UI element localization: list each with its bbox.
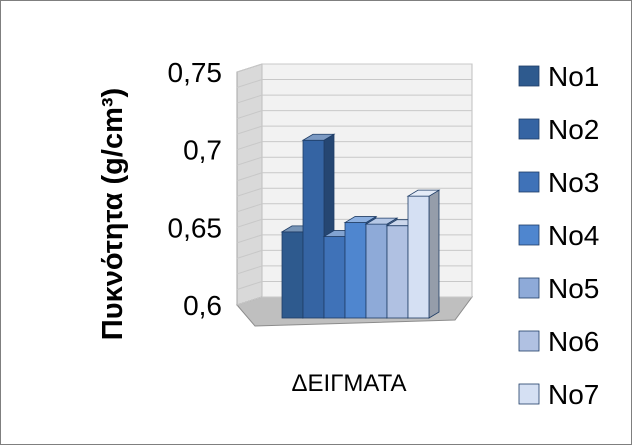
- y-tick-label: 0,6: [183, 290, 222, 321]
- side-gridline: [236, 125, 263, 135]
- side-gridline: [236, 218, 263, 228]
- x-axis-label: ΔΕΙΓΜΑΤΑ: [291, 370, 406, 397]
- side-gridline: [236, 79, 263, 89]
- side-gridline: [236, 141, 263, 151]
- bar-side: [428, 189, 440, 319]
- bar-front: [407, 195, 430, 319]
- bar-top: [343, 216, 378, 223]
- side-gridline: [236, 156, 263, 166]
- legend-swatch: [518, 224, 540, 246]
- y-tick-label: 0,75: [168, 57, 223, 88]
- legend: No1 No2 No3 No4 No5 No6 No7: [518, 61, 599, 410]
- y-tick-label: 0,7: [183, 135, 222, 166]
- legend-label: No3: [548, 167, 599, 198]
- side-gridline: [236, 110, 263, 120]
- legend-label: No1: [548, 61, 599, 92]
- bar-front: [386, 225, 409, 319]
- side-gridline: [236, 187, 263, 197]
- legend-label: No5: [548, 273, 599, 304]
- bar-front: [323, 236, 346, 319]
- side-wall: [236, 63, 263, 306]
- side-gridline: [236, 296, 263, 306]
- bar-top: [364, 217, 399, 225]
- legend-swatch: [518, 65, 540, 87]
- side-gridline: [236, 203, 263, 213]
- legend-label: No4: [548, 220, 599, 251]
- y-tick-label: 0,65: [168, 212, 223, 243]
- side-gridline: [236, 249, 263, 259]
- side-gridline: [236, 63, 263, 73]
- bars: [280, 133, 441, 319]
- legend-swatch: [518, 383, 540, 405]
- side-gridline: [236, 172, 263, 182]
- bar-front: [365, 223, 388, 319]
- legend-swatch: [518, 171, 540, 193]
- bar-front: [344, 222, 367, 319]
- bar-top: [406, 189, 441, 197]
- bar-front: [302, 139, 325, 319]
- side-gridline: [236, 94, 263, 104]
- legend-swatch: [518, 118, 540, 140]
- legend-swatch: [518, 277, 540, 299]
- bar-No7: [406, 189, 441, 319]
- y-axis-label: Πυκνότητα (g/cm³): [97, 88, 129, 340]
- legend-swatch: [518, 330, 540, 352]
- y-tick-labels: 0,6 0,65 0,7 0,75: [168, 57, 223, 321]
- legend-label: No6: [548, 326, 599, 357]
- side-gridline: [236, 234, 263, 244]
- side-gridline: [236, 265, 263, 275]
- legend-label: No7: [548, 379, 599, 410]
- bar-front: [281, 231, 304, 319]
- legend-label: No2: [548, 114, 599, 145]
- side-gridline: [236, 280, 263, 290]
- bar-top: [301, 133, 336, 141]
